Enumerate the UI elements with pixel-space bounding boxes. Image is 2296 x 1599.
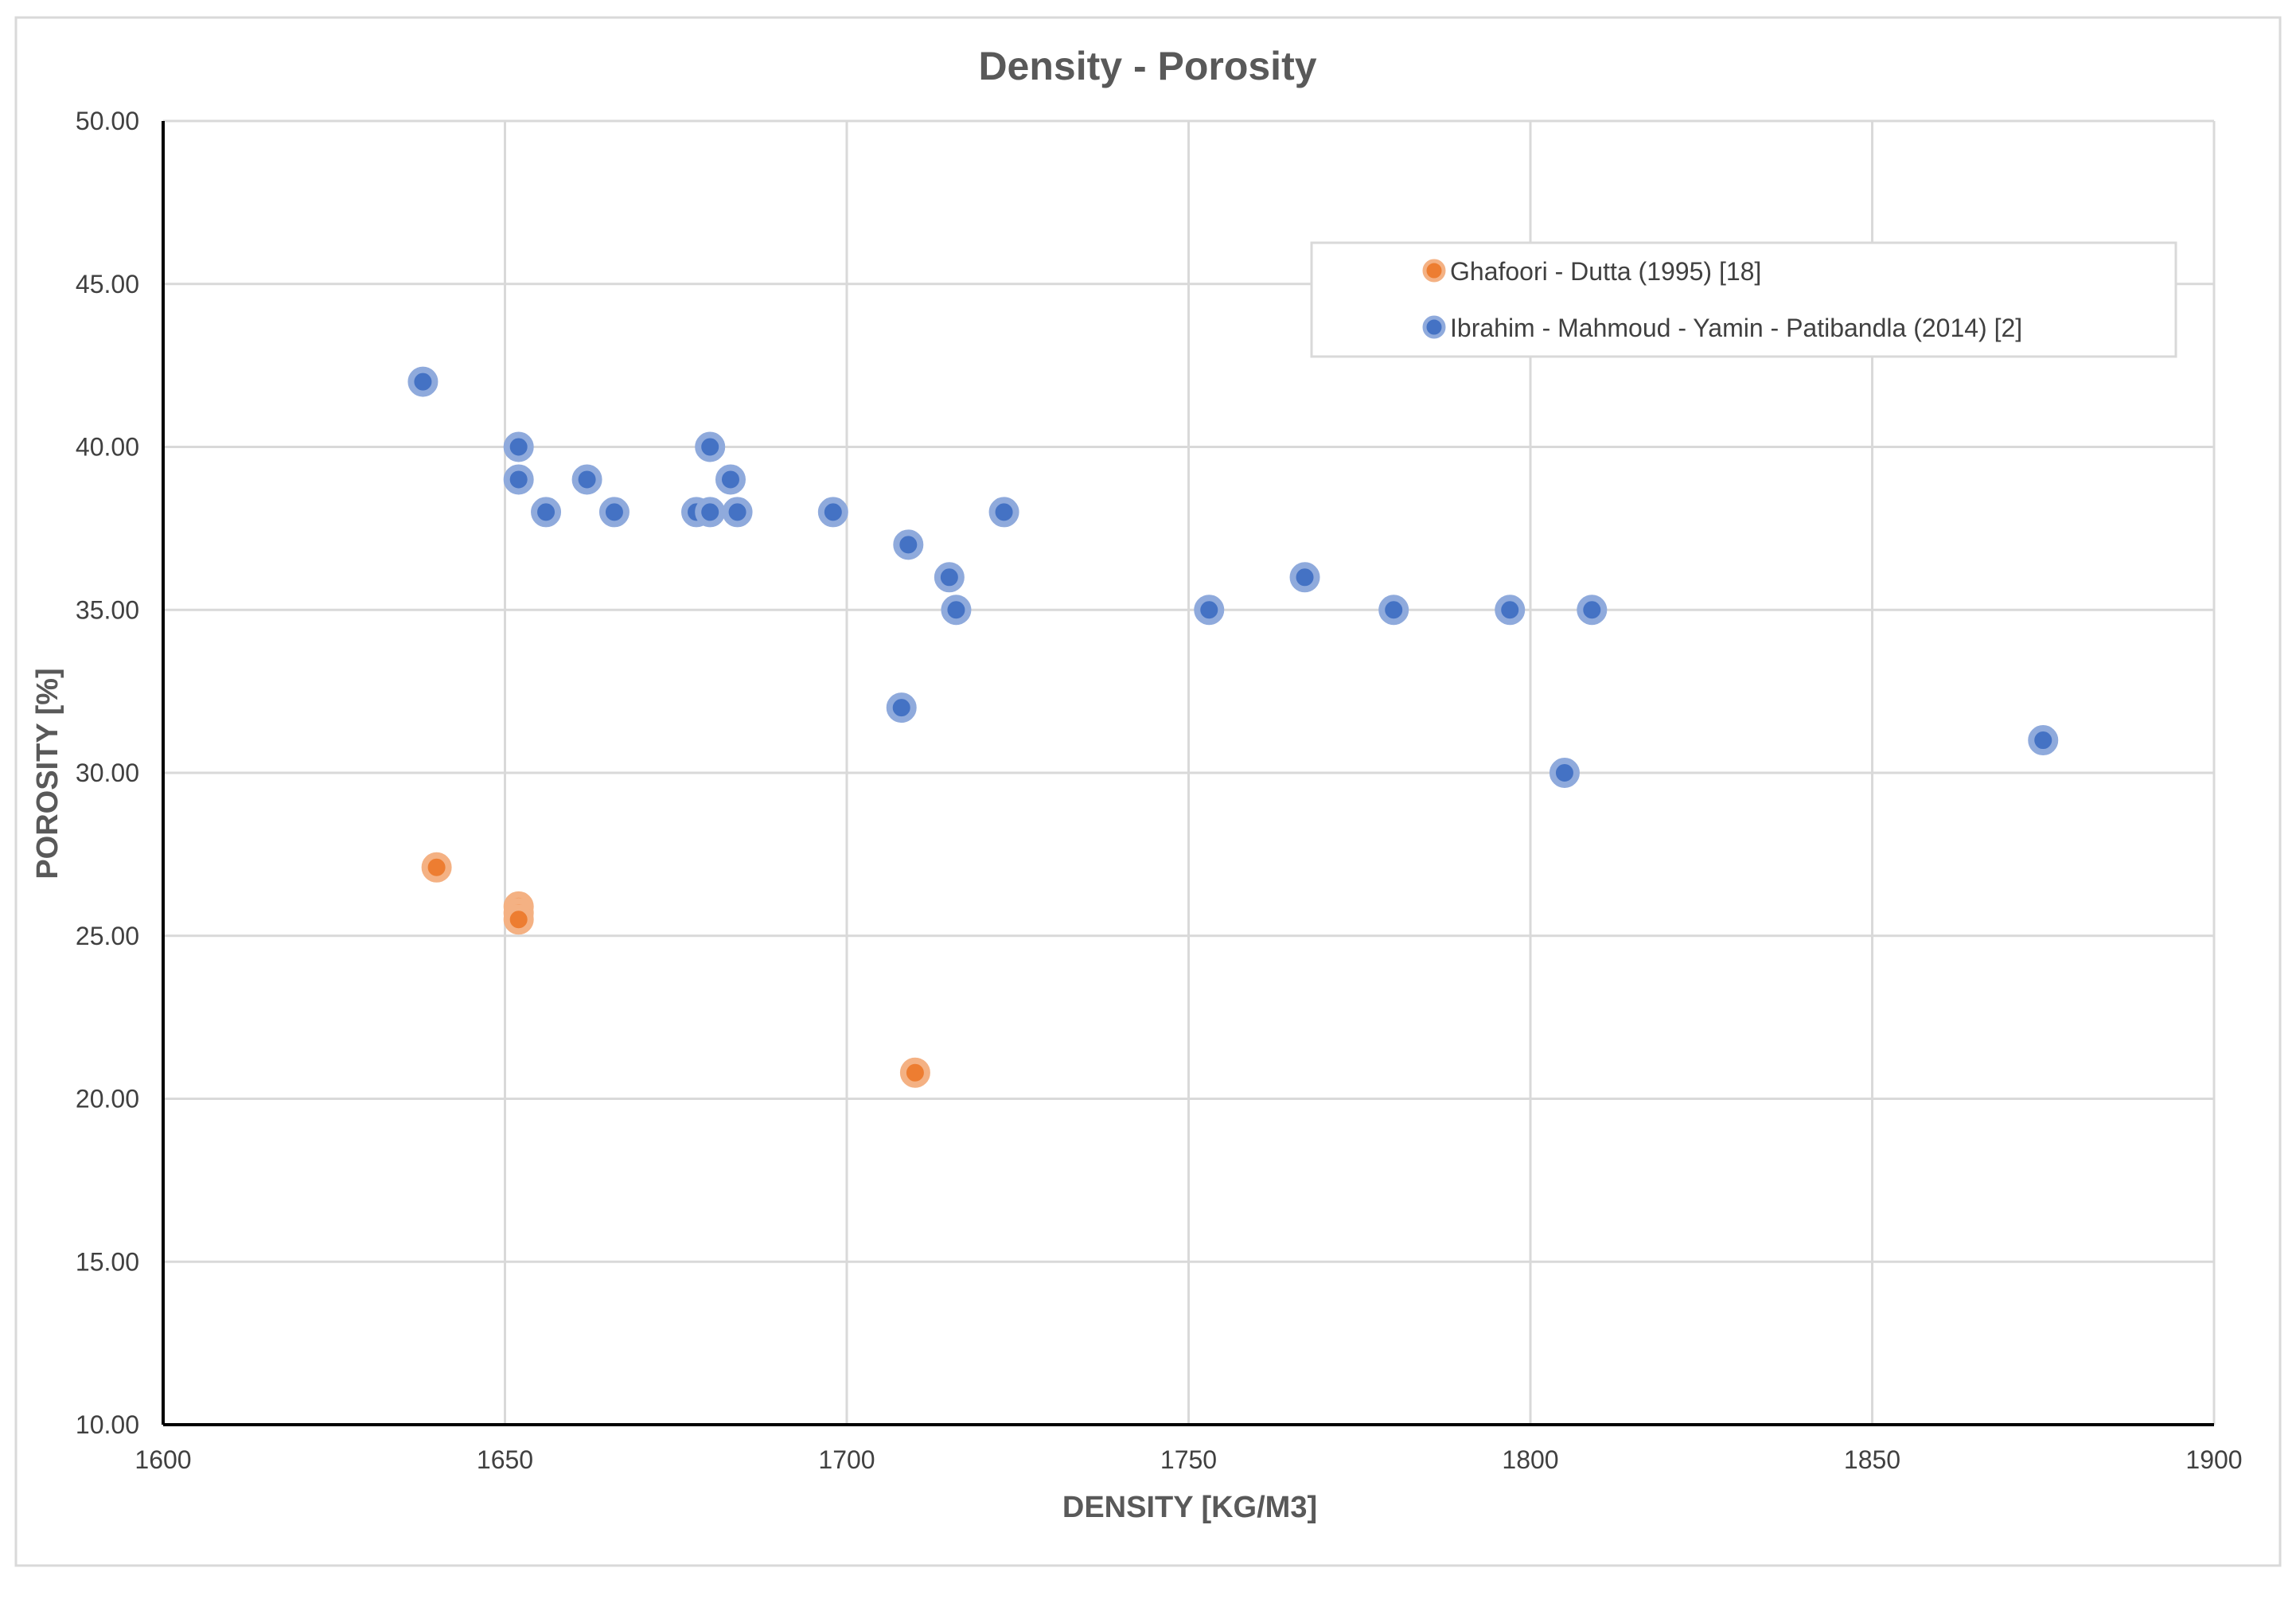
ibrahim-point (531, 497, 562, 528)
axes (162, 121, 2214, 1426)
x-tick-label: 1900 (2185, 1445, 2242, 1474)
gridlines (163, 119, 2216, 1425)
ibrahim-point (1549, 758, 1580, 788)
ibrahim-point (503, 464, 534, 495)
chart-title: Density - Porosity (978, 44, 1316, 88)
ibrahim-point (571, 464, 602, 495)
y-tick-label: 35.00 (76, 595, 139, 624)
y-tick-label: 20.00 (76, 1085, 139, 1113)
x-tick-label: 1850 (1844, 1445, 1900, 1474)
ibrahim-point (941, 595, 972, 626)
x-tick-label: 1750 (1160, 1445, 1217, 1474)
ibrahim-point (503, 431, 534, 462)
legend: Ghafoori - Dutta (1995) [18] Ibrahim - M… (1310, 241, 2177, 358)
legend-marker-ibrahim (1422, 315, 1446, 339)
legend-marker-ghafoori (1422, 259, 1446, 283)
y-tick-label: 40.00 (76, 433, 139, 462)
legend-box (1310, 241, 2177, 358)
ghafoori-point (503, 904, 534, 935)
y-tick-label: 45.00 (76, 270, 139, 298)
y-axis-title: POROSITY [%] (31, 668, 64, 879)
data-points (407, 366, 2059, 1088)
ibrahim-point (817, 497, 848, 528)
y-tick-label: 15.00 (76, 1247, 139, 1276)
ibrahim-point (695, 431, 726, 462)
ibrahim-point (886, 692, 917, 723)
x-tick-label: 1800 (1502, 1445, 1558, 1474)
ibrahim-point (893, 529, 924, 560)
ibrahim-point (695, 497, 726, 528)
y-tick-label: 10.00 (76, 1410, 139, 1439)
y-tick-label: 30.00 (76, 759, 139, 787)
ibrahim-point (1495, 595, 1526, 626)
x-tick-label: 1600 (134, 1445, 191, 1474)
legend-label-ghafoori: Ghafoori - Dutta (1995) [18] (1450, 257, 1761, 286)
ibrahim-point (722, 497, 753, 528)
x-tick-label: 1650 (477, 1445, 533, 1474)
y-tick-label: 50.00 (76, 107, 139, 135)
y-tick-labels: 10.00 15.00 20.00 25.00 30.00 35.00 40.00 45.00… (76, 107, 139, 1439)
x-axis-title: DENSITY [KG/M3] (1062, 1491, 1317, 1524)
ibrahim-point (988, 497, 1019, 528)
ibrahim-point (715, 464, 746, 495)
ibrahim-point (1194, 595, 1225, 626)
ibrahim-point (1378, 595, 1409, 626)
y-tick-label: 25.00 (76, 922, 139, 950)
x-tick-labels: 1600 1650 1700 1750 1800 1850 1900 (134, 1445, 2242, 1474)
legend-label-ibrahim: Ibrahim - Mahmoud - Yamin - Patibandla (… (1450, 314, 2022, 342)
ibrahim-point (1289, 562, 1320, 593)
ghafoori-point (421, 852, 452, 883)
ibrahim-point (2028, 725, 2059, 756)
ibrahim-point (407, 366, 439, 397)
ghafoori-point (899, 1057, 930, 1088)
x-tick-label: 1700 (818, 1445, 875, 1474)
ibrahim-point (934, 562, 965, 593)
ibrahim-point (1577, 595, 1608, 626)
ibrahim-point (598, 497, 630, 528)
